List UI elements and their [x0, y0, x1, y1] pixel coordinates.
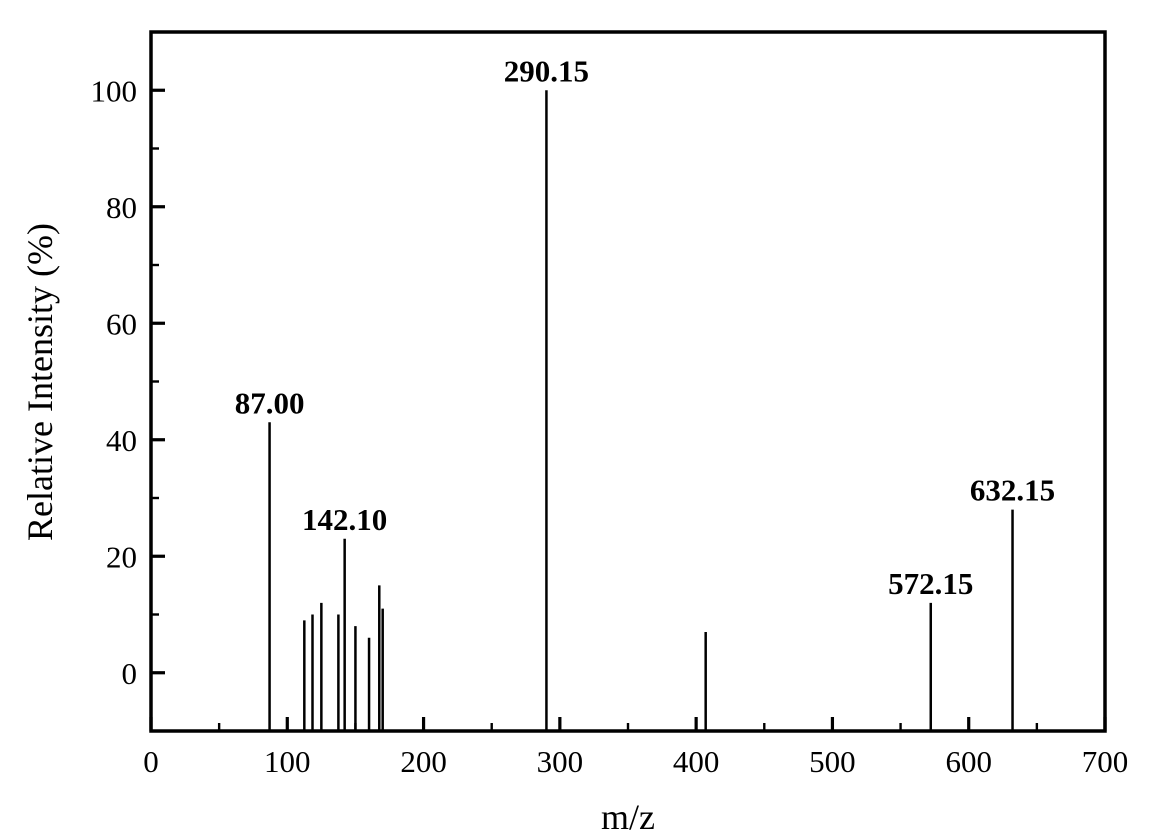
x-tick-label: 300 — [537, 744, 584, 779]
x-tick-label: 500 — [809, 744, 856, 779]
y-tick-label: 0 — [122, 656, 138, 691]
x-tick-label: 400 — [673, 744, 720, 779]
y-tick-label: 20 — [106, 539, 137, 574]
plot-frame — [149, 30, 1107, 733]
x-tick-label: 700 — [1082, 744, 1129, 779]
y-tick-label: 80 — [106, 190, 137, 225]
y-tick-label: 60 — [106, 306, 137, 341]
x-axis-title: m/z — [601, 797, 655, 837]
y-axis-title: Relative Intensity (%) — [20, 223, 60, 541]
peak-label: 290.15 — [504, 53, 589, 88]
y-tick-label: 40 — [106, 423, 137, 458]
peak-label: 572.15 — [888, 566, 973, 601]
x-tick-label: 0 — [143, 744, 159, 779]
y-tick-label: 100 — [91, 73, 138, 108]
peak-label: 632.15 — [970, 473, 1055, 508]
x-tick-label: 600 — [945, 744, 992, 779]
x-tick-label: 200 — [400, 744, 447, 779]
peak-label: 87.00 — [235, 385, 305, 420]
x-tick-label: 100 — [264, 744, 311, 779]
peak-label: 142.10 — [302, 502, 387, 537]
